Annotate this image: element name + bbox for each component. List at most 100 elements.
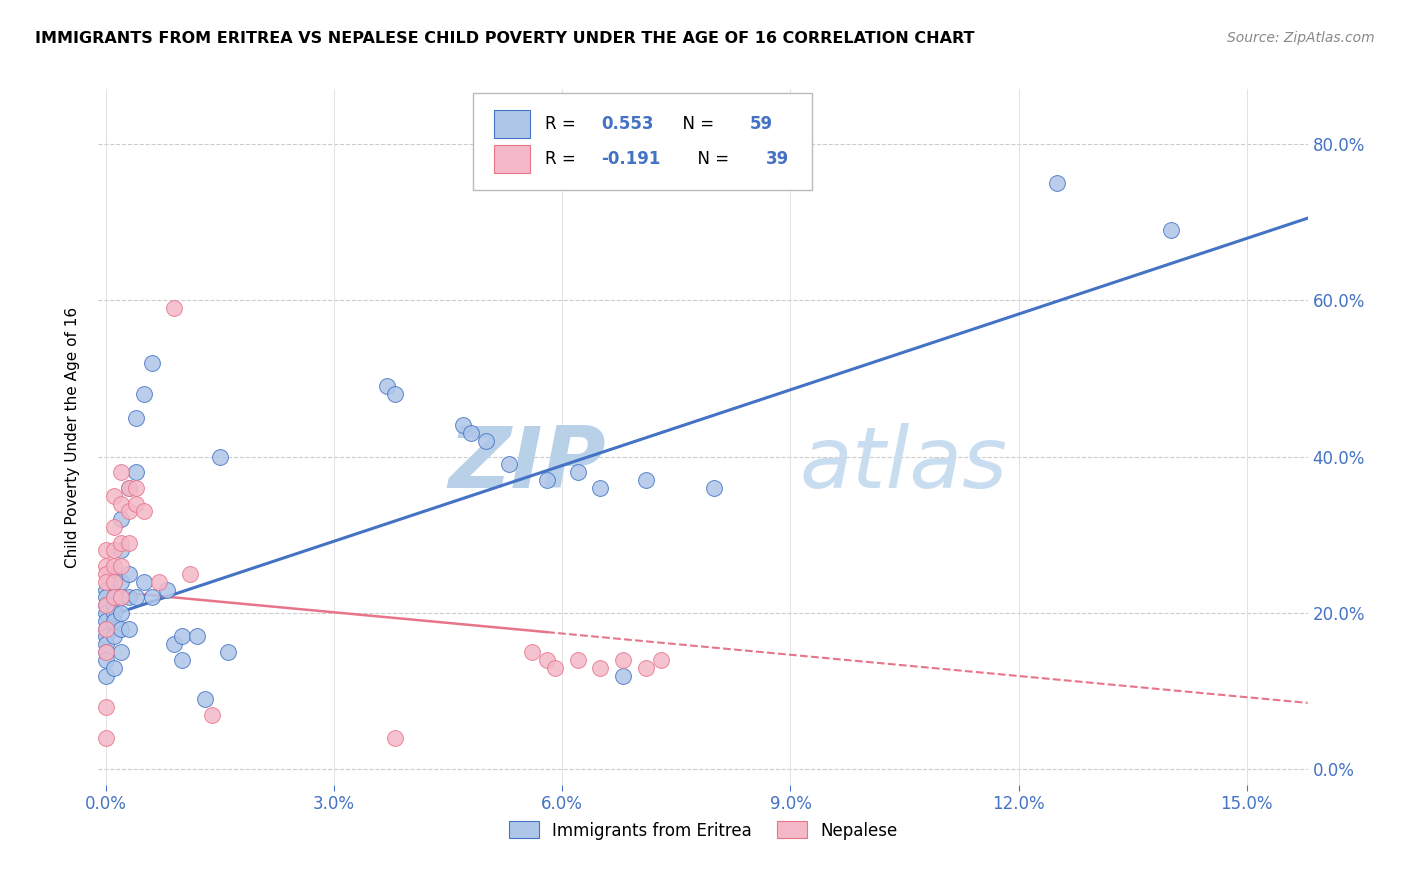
Text: N =: N =: [672, 115, 718, 133]
Point: [94, 645, 117, 659]
Point: [94, 731, 117, 745]
Text: IMMIGRANTS FROM ERITREA VS NEPALESE CHILD POVERTY UNDER THE AGE OF 16 CORRELATIO: IMMIGRANTS FROM ERITREA VS NEPALESE CHIL…: [35, 31, 974, 46]
Point: [103, 566, 125, 581]
Point: [103, 543, 125, 558]
Point: [567, 653, 589, 667]
Text: 0.553: 0.553: [602, 115, 654, 133]
Y-axis label: Child Poverty Under the Age of 16: Child Poverty Under the Age of 16: [65, 307, 80, 567]
Point: [589, 661, 612, 675]
Point: [132, 574, 155, 589]
Text: 39: 39: [766, 150, 789, 168]
Text: -0.191: -0.191: [602, 150, 661, 168]
Point: [544, 661, 567, 675]
Point: [94, 637, 117, 651]
Point: [94, 622, 117, 636]
Point: [110, 591, 132, 605]
Point: [110, 591, 132, 605]
Text: R =: R =: [544, 115, 581, 133]
Point: [634, 661, 657, 675]
Legend: Immigrants from Eritrea, Nepalese: Immigrants from Eritrea, Nepalese: [502, 814, 904, 847]
Point: [141, 591, 163, 605]
Point: [475, 434, 498, 448]
Point: [163, 637, 186, 651]
Point: [118, 504, 141, 518]
Point: [634, 473, 657, 487]
Point: [589, 481, 612, 495]
FancyBboxPatch shape: [494, 110, 530, 138]
Point: [110, 574, 132, 589]
Point: [110, 622, 132, 636]
Point: [209, 450, 232, 464]
Point: [156, 582, 179, 597]
Point: [125, 496, 148, 510]
Text: N =: N =: [688, 150, 735, 168]
Text: atlas: atlas: [800, 424, 1008, 507]
Point: [201, 707, 224, 722]
Point: [94, 582, 117, 597]
Point: [103, 614, 125, 628]
Point: [103, 574, 125, 589]
Point: [163, 301, 186, 315]
Point: [94, 543, 117, 558]
Point: [103, 520, 125, 534]
Point: [110, 496, 132, 510]
Point: [110, 645, 132, 659]
Point: [110, 512, 132, 526]
Point: [94, 699, 117, 714]
Point: [94, 591, 117, 605]
Point: [1046, 176, 1069, 190]
Point: [103, 574, 125, 589]
Point: [179, 566, 201, 581]
Point: [118, 481, 141, 495]
Point: [103, 591, 125, 605]
Point: [520, 645, 543, 659]
Point: [125, 591, 148, 605]
Point: [460, 426, 482, 441]
Point: [110, 465, 132, 479]
Point: [118, 481, 141, 495]
Point: [103, 606, 125, 620]
Point: [103, 629, 125, 643]
Point: [377, 379, 399, 393]
Point: [94, 653, 117, 667]
Point: [141, 356, 163, 370]
Point: [170, 653, 193, 667]
Point: [118, 591, 141, 605]
Point: [94, 606, 117, 620]
Point: [132, 387, 155, 401]
Point: [384, 731, 406, 745]
Point: [94, 598, 117, 612]
FancyBboxPatch shape: [474, 93, 811, 190]
Point: [384, 387, 406, 401]
Point: [118, 535, 141, 549]
Point: [118, 566, 141, 581]
Point: [110, 559, 132, 574]
Point: [148, 574, 170, 589]
Point: [498, 458, 520, 472]
Point: [103, 661, 125, 675]
Point: [650, 653, 672, 667]
Point: [94, 629, 117, 643]
Point: [118, 622, 141, 636]
Point: [110, 535, 132, 549]
Point: [110, 606, 132, 620]
Point: [103, 559, 125, 574]
Text: 59: 59: [751, 115, 773, 133]
Point: [94, 559, 117, 574]
Text: ZIP: ZIP: [449, 424, 606, 507]
Point: [217, 645, 239, 659]
Point: [110, 543, 132, 558]
Point: [103, 489, 125, 503]
Point: [94, 668, 117, 682]
Point: [453, 418, 475, 433]
Point: [186, 629, 208, 643]
Point: [125, 481, 148, 495]
Point: [194, 692, 217, 706]
Point: [612, 653, 634, 667]
Point: [103, 591, 125, 605]
Point: [1160, 223, 1182, 237]
Point: [612, 668, 634, 682]
Point: [94, 614, 117, 628]
Point: [170, 629, 193, 643]
Point: [94, 645, 117, 659]
